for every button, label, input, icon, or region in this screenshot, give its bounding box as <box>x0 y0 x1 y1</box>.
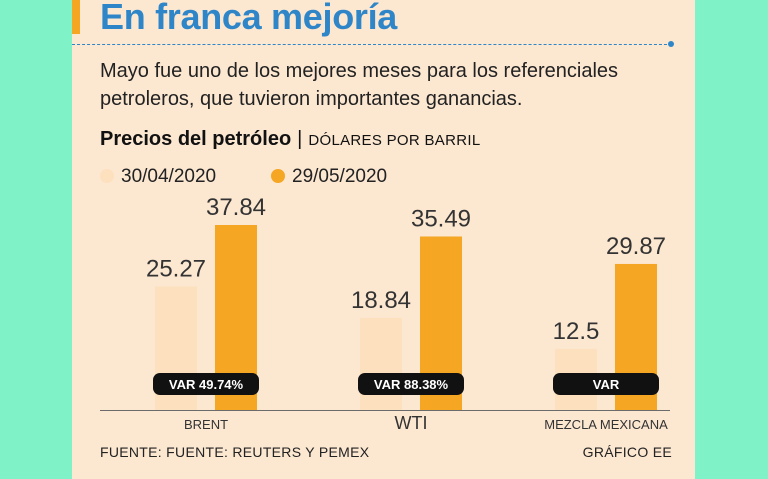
category-label-2: WTI <box>395 413 428 433</box>
variation-label-2: VAR 88.38% <box>374 377 449 392</box>
chart-heading-separator: | <box>297 128 303 150</box>
variation-pill-1 <box>153 373 259 395</box>
chart-title: Precios del petróleo <box>100 128 292 150</box>
page-title: En franca mejoría <box>100 0 398 37</box>
title-divider <box>72 44 672 45</box>
category-label-1: BRENT <box>184 417 228 432</box>
title-accent-bar <box>72 0 80 34</box>
data-label-2-1: 37.84 <box>206 194 266 221</box>
legend-item-series-2: 29/05/2020 <box>271 166 387 188</box>
data-label-1-2: 18.84 <box>351 287 411 314</box>
data-label-1-3: 12.5 <box>553 318 600 345</box>
footer-credit: GRÁFICO EE <box>582 444 672 460</box>
variation-label-1: VAR 49.74% <box>169 377 244 392</box>
category-label-3: MEZCLA MEXICANA <box>544 417 668 432</box>
legend-swatch-series-2 <box>271 169 285 183</box>
legend-label-series-1: 30/04/2020 <box>121 166 217 187</box>
data-label-2-3: 29.87 <box>606 233 666 260</box>
bar-1-2 <box>360 317 402 410</box>
variation-label-3: VAR <box>593 377 620 392</box>
subtitle: Mayo fue uno de los mejores meses para l… <box>100 60 619 110</box>
chart-heading: Precios del petróleo | DÓLARES POR BARRIL <box>100 128 481 151</box>
data-label-2-2: 35.49 <box>411 205 471 232</box>
title-divider-dot <box>668 41 674 47</box>
footer-source: FUENTE: FUENTE: REUTERS Y PEMEX <box>100 444 370 460</box>
legend-label-series-2: 29/05/2020 <box>292 166 388 187</box>
chart-units: DÓLARES POR BARRIL <box>308 132 481 149</box>
variation-pill-2 <box>358 373 464 395</box>
legend-swatch-series-1 <box>100 169 114 183</box>
variation-pill-3 <box>553 373 659 395</box>
data-label-1-1: 25.27 <box>146 255 206 282</box>
legend-item-series-1: 30/04/2020 <box>100 166 216 188</box>
